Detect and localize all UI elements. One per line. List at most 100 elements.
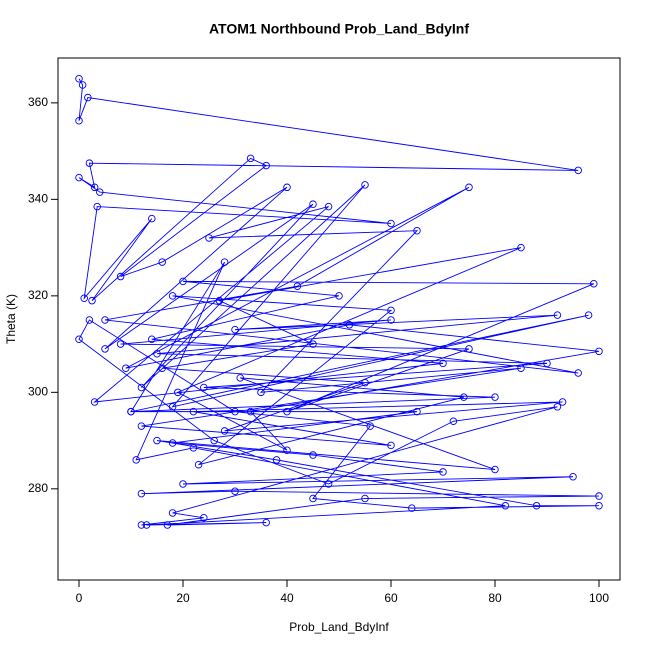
data-point: [142, 521, 151, 529]
data-point: [101, 345, 109, 353]
data-point: [101, 316, 109, 324]
x-tick-label: 0: [76, 591, 83, 605]
data-point: [361, 378, 369, 387]
y-tick-label: 360: [28, 95, 48, 109]
data-point: [257, 388, 265, 397]
x-tick-label: 60: [384, 591, 398, 605]
data-point: [179, 277, 187, 286]
data-point: [408, 504, 416, 512]
data-point: [153, 436, 161, 445]
data-point: [168, 509, 177, 517]
data-point: [116, 340, 125, 348]
data-point: [309, 494, 317, 503]
data-point: [543, 359, 551, 368]
x-tick-label: 100: [589, 591, 609, 605]
data-point: [75, 116, 83, 125]
x-tick-label: 20: [176, 591, 190, 605]
data-point: [595, 501, 603, 510]
data-point: [231, 487, 239, 495]
data-point: [262, 518, 270, 527]
data-point: [413, 407, 421, 416]
data-point: [309, 200, 317, 208]
data-point: [85, 316, 94, 324]
data-point: [231, 325, 239, 334]
data-point: [553, 403, 562, 411]
data-point: [387, 316, 395, 324]
data-point: [309, 451, 317, 459]
data-point: [465, 183, 473, 192]
data-point: [361, 181, 369, 189]
data-point: [93, 202, 101, 211]
y-tick-label: 300: [28, 385, 48, 399]
data-point: [324, 480, 333, 488]
x-axis-label: Prob_Land_BdyInf: [289, 620, 389, 634]
data-point: [220, 258, 229, 266]
data-point: [132, 456, 140, 464]
data-point: [205, 234, 213, 242]
data-point: [148, 335, 156, 344]
data-point: [189, 407, 198, 416]
x-tick-label: 80: [488, 591, 502, 605]
y-axis-label: Theta (K): [4, 294, 18, 344]
data-point: [309, 340, 317, 348]
data-point: [439, 359, 447, 368]
data-point: [179, 480, 187, 488]
data-point: [335, 292, 343, 300]
data-point: [236, 374, 244, 382]
data-point: [584, 311, 593, 319]
y-tick-label: 280: [28, 481, 48, 495]
data-point: [283, 446, 291, 454]
data-point: [387, 306, 395, 315]
data-point: [220, 427, 229, 435]
data-point: [491, 393, 499, 401]
chart-title: ATOM1 Northbound Prob_Land_BdyInf: [209, 21, 469, 37]
data-point: [574, 166, 582, 175]
data-point: [387, 441, 395, 450]
data-point: [324, 202, 333, 211]
data-point: [137, 489, 146, 498]
data-point: [158, 364, 166, 372]
data-point: [163, 521, 172, 529]
data-point: [75, 173, 83, 182]
data-point: [345, 321, 354, 329]
series-line: [78, 78, 600, 526]
y-tick-label: 320: [28, 288, 48, 302]
data-point: [231, 407, 239, 416]
data-point: [75, 74, 83, 83]
data-point: [174, 388, 182, 397]
data-point: [80, 294, 88, 303]
data-point: [517, 364, 525, 372]
data-point: [590, 280, 598, 288]
data-point: [168, 292, 177, 300]
data-point: [413, 226, 421, 235]
data-point: [200, 383, 208, 392]
data-point: [215, 296, 224, 305]
data-point: [189, 444, 198, 452]
data-point: [137, 383, 146, 392]
data-point: [90, 398, 99, 406]
data-point: [595, 347, 603, 356]
data-point: [366, 422, 374, 430]
data-point: [246, 154, 255, 163]
data-point: [137, 521, 146, 529]
data-point: [96, 188, 104, 196]
data-point: [122, 364, 130, 372]
data-point: [272, 456, 281, 464]
data-point: [137, 422, 146, 430]
data-point: [491, 465, 499, 474]
data-point: [569, 473, 577, 481]
data-point: [460, 393, 468, 401]
data-point: [127, 407, 135, 416]
data-point: [283, 183, 291, 192]
data-point: [517, 243, 525, 252]
data-point: [465, 345, 473, 353]
data-point: [168, 403, 177, 411]
data-point: [532, 501, 541, 510]
data-point: [148, 214, 156, 223]
data-point: [449, 417, 458, 426]
data-point: [90, 183, 99, 192]
data-point: [246, 407, 255, 416]
data-point: [595, 492, 603, 500]
data-point: [574, 369, 582, 377]
